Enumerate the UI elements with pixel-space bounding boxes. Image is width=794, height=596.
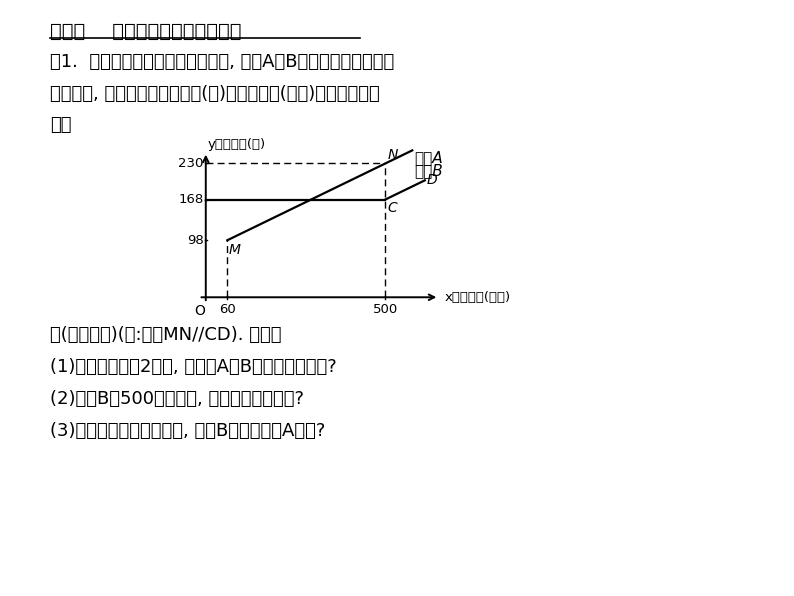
Text: 方案A: 方案A [414,150,443,165]
Text: 优惠方案, 这两种方案应付话费(元)与通话时间(分钟)之间的关系如: 优惠方案, 这两种方案应付话费(元)与通话时间(分钟)之间的关系如 [50,85,380,103]
Text: 168: 168 [179,193,203,206]
Text: 500: 500 [372,303,398,316]
Text: 图所: 图所 [50,116,71,134]
Text: (2)方案B从500分钟以后, 每分钟收费多少元?: (2)方案B从500分钟以后, 每分钟收费多少元? [50,390,304,408]
Text: (3)通话时间在什么范围内, 方案B才会比方案A优惠?: (3)通话时间在什么范围内, 方案B才会比方案A优惠? [50,422,326,440]
Text: 示(实线部分)(注:图中MN∕∕CD). 试问：: 示(实线部分)(注:图中MN∕∕CD). 试问： [50,326,282,344]
Text: 题型一    一次函数与分段函数模型: 题型一 一次函数与分段函数模型 [50,22,241,41]
Text: 98: 98 [187,234,203,247]
Text: 方案B: 方案B [414,163,443,178]
Text: (1)若通话时间为2小时, 按方案A、B各付话费多少元?: (1)若通话时间为2小时, 按方案A、B各付话费多少元? [50,358,337,376]
Text: O: O [194,304,205,318]
Text: 230: 230 [178,157,203,170]
Text: M: M [229,243,241,257]
Text: C: C [387,201,397,215]
Text: 60: 60 [219,303,236,316]
Text: 例1.  电信局为了配合客户不同需要, 设有A、B两种关于长途通话的: 例1. 电信局为了配合客户不同需要, 设有A、B两种关于长途通话的 [50,53,395,71]
Text: N: N [387,148,398,162]
Text: D: D [426,173,437,187]
Text: y应付话费(元): y应付话费(元) [207,138,266,151]
Text: x通话时间(分钟): x通话时间(分钟) [444,291,511,304]
